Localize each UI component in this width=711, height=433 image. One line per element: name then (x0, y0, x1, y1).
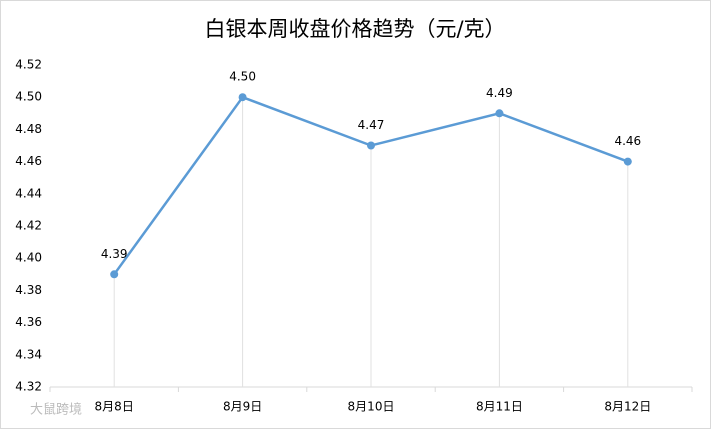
x-tick-label: 8月11日 (476, 400, 523, 414)
x-tick-label: 8月10日 (348, 400, 395, 414)
y-tick-label: 4.38 (15, 283, 42, 297)
marker (238, 93, 247, 102)
data-label: 4.49 (486, 86, 513, 100)
y-tick-label: 4.46 (15, 154, 42, 168)
y-tick-label: 4.44 (15, 186, 42, 200)
x-tick-label: 8月9日 (223, 400, 262, 414)
marker (367, 141, 375, 150)
y-tick-label: 4.32 (15, 380, 42, 394)
y-tick-label: 4.40 (15, 251, 42, 265)
marker (495, 109, 504, 118)
y-tick-label: 4.52 (15, 58, 42, 72)
y-tick-label: 4.50 (15, 90, 42, 104)
marker (623, 157, 632, 166)
x-tick-label: 8月8日 (95, 400, 134, 414)
x-tick-label: 8月12日 (604, 400, 651, 414)
chart-title: 白银本周收盘价格趋势（元/克） (204, 17, 505, 41)
data-label: 4.46 (614, 134, 641, 148)
marker (110, 270, 119, 279)
y-tick-label: 4.34 (15, 347, 42, 361)
data-label: 4.50 (229, 70, 256, 84)
watermark: 大鼠跨境 (30, 403, 82, 418)
y-tick-label: 4.48 (15, 122, 42, 136)
y-tick-label: 4.42 (15, 219, 42, 233)
y-tick-label: 4.36 (15, 315, 42, 329)
data-label: 4.47 (358, 118, 385, 132)
data-label: 4.39 (101, 247, 128, 261)
